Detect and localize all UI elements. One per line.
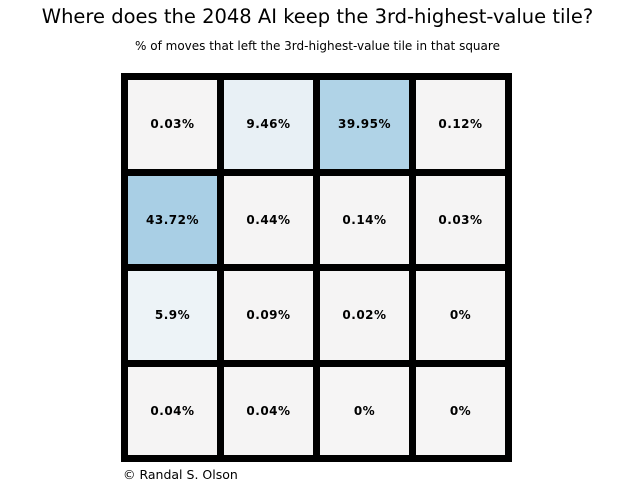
- heatmap-board: 0.03% 9.46% 39.95% 0.12% 43.72% 0.44% 0.14% 0.0…: [121, 73, 512, 462]
- heatmap-cell-r3c1: 0.04%: [224, 366, 313, 455]
- heatmap-cell-r2c2: 0.02%: [320, 271, 409, 360]
- chart-subtitle: % of moves that left the 3rd-highest-val…: [135, 39, 500, 53]
- heatmap-cell-r3c3: 0%: [416, 366, 505, 455]
- heatmap-cell-r2c0: 5.9%: [128, 271, 217, 360]
- heatmap-cell-r1c3: 0.03%: [416, 175, 505, 264]
- heatmap-cell-r0c0: 0.03%: [128, 80, 217, 169]
- heatmap-cell-r0c2: 39.95%: [320, 80, 409, 169]
- heatmap-cell-r3c0: 0.04%: [128, 366, 217, 455]
- chart-title: Where does the 2048 AI keep the 3rd-high…: [41, 5, 594, 28]
- heatmap-cell-r1c1: 0.44%: [224, 175, 313, 264]
- credit-text: © Randal S. Olson: [123, 467, 238, 482]
- heatmap-cell-r1c0: 43.72%: [128, 175, 217, 264]
- heatmap-cell-r2c1: 0.09%: [224, 271, 313, 360]
- heatmap-cell-r3c2: 0%: [320, 366, 409, 455]
- heatmap-cell-r2c3: 0%: [416, 271, 505, 360]
- heatmap-cell-r1c2: 0.14%: [320, 175, 409, 264]
- heatmap-cell-r0c3: 0.12%: [416, 80, 505, 169]
- heatmap-cell-r0c1: 9.46%: [224, 80, 313, 169]
